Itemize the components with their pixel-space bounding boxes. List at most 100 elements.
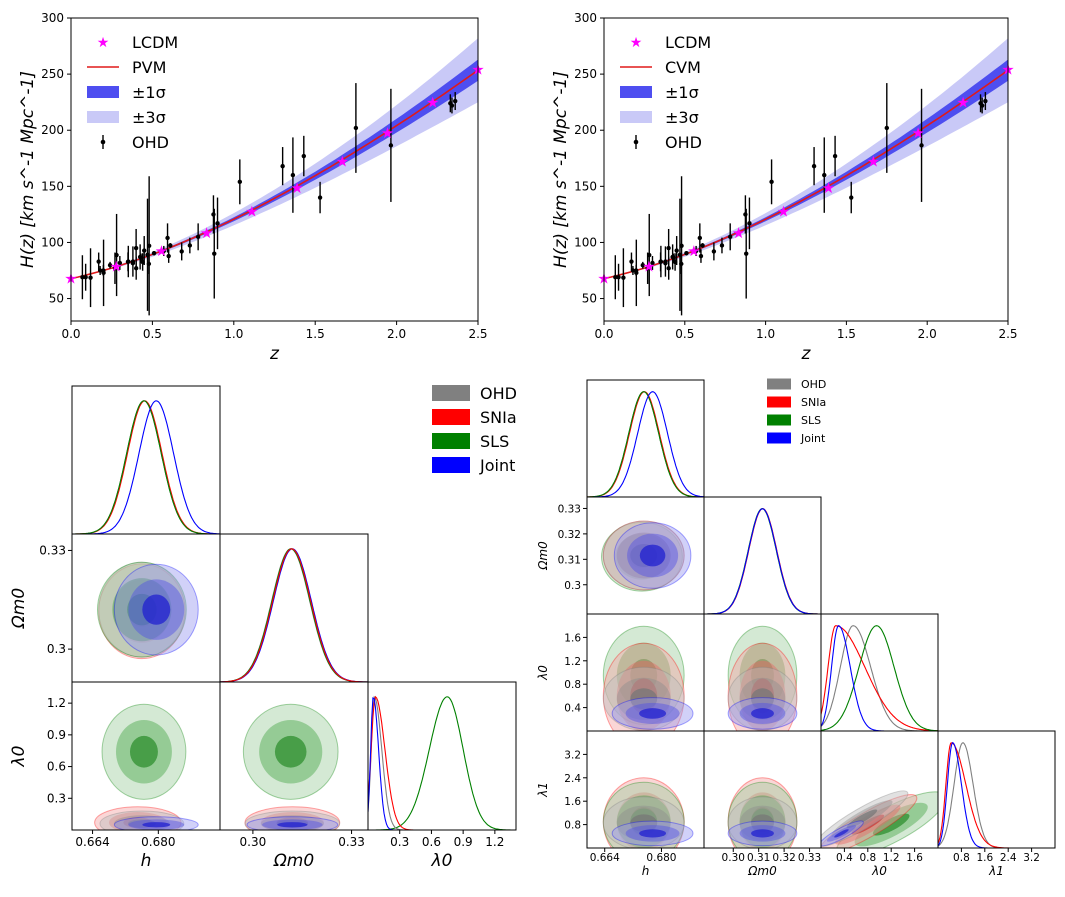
x-tick-label: 1.2: [883, 852, 900, 864]
ohd-point: [212, 251, 217, 256]
plot-area: [604, 38, 1008, 316]
x-axis-label: Ωm0: [747, 864, 777, 878]
ohd-point: [317, 195, 323, 200]
lcdm-star: ★: [110, 257, 123, 275]
legend: OHD SNIa SLS Joint: [432, 384, 517, 475]
ohd-point: [215, 221, 220, 226]
ohd-point: [142, 248, 147, 253]
marginal-curve-joint: [587, 391, 704, 497]
cell-content: [821, 790, 938, 848]
contour-1sigma-sls: [872, 813, 910, 836]
ohd-point: [822, 172, 827, 178]
y-tick-label: 0.32: [558, 529, 581, 541]
x-axis-label: z: [269, 344, 280, 364]
lcdm-star: ★: [426, 93, 439, 111]
x-tick-label: 0.33: [798, 852, 821, 864]
y-tick-label: 100: [574, 235, 597, 249]
y-tick-label: 1.6: [564, 632, 581, 644]
ohd-point: [165, 235, 170, 241]
x-tick-label: 0.33: [338, 835, 365, 849]
y-tick-label: 3.2: [564, 749, 581, 761]
lcdm-star: ★: [687, 242, 700, 260]
lcdm-star: ★: [956, 93, 969, 111]
ohd-point: [80, 275, 85, 280]
corner-cell: [586, 496, 705, 615]
cell-content: [938, 741, 1055, 848]
contour-1sigma-snia: [851, 814, 885, 835]
corner-cell: [820, 613, 939, 732]
ohd-point: [983, 98, 988, 104]
ohd-point: [698, 253, 704, 259]
y-axis-label: λ0: [9, 746, 29, 768]
cell-content: [727, 777, 798, 848]
ohd-point: [979, 103, 985, 108]
legend-1sigma-patch: [87, 86, 119, 98]
ohd-point: [179, 249, 184, 254]
legend-1sigma-patch: [620, 86, 652, 98]
legend-patch-sls: [432, 433, 470, 449]
lcdm-star: ★: [867, 153, 880, 171]
y-tick-label: 1.2: [564, 656, 581, 668]
cell-content: [821, 625, 938, 731]
ohd-point: [674, 248, 679, 253]
x-tick-label: 0.5: [143, 327, 162, 341]
y-axis-label: H(z) [km s^-1 Mpc^-1]: [18, 71, 38, 268]
lcdm-star: ★: [290, 179, 303, 197]
marginal-curve-sls: [72, 400, 220, 534]
ohd-point: [630, 268, 636, 273]
marginal-curve-sls: [821, 625, 938, 731]
x-axis-label: Ωm0: [273, 851, 314, 871]
ohd-point: [666, 266, 671, 271]
x-axis-label: λ0: [431, 851, 453, 871]
legend-patch-ohd: [432, 385, 470, 401]
x-tick-label: 2.5: [468, 327, 487, 341]
legend-entry: OHD: [480, 384, 517, 403]
ohd-point: [647, 252, 652, 258]
legend-ohd-dot: [100, 139, 106, 145]
ohd-point: [353, 125, 359, 131]
contour-1sigma-joint: [142, 822, 171, 828]
marginal-curve-joint: [704, 508, 821, 614]
cell-content: [704, 508, 821, 614]
y-tick-label: 0.33: [39, 543, 66, 557]
legend-entry: SNIa: [480, 408, 517, 427]
ohd-point: [658, 259, 664, 264]
legend-patch-snia: [767, 396, 791, 408]
ohd-point: [884, 125, 889, 131]
contour-1sigma-ohd: [846, 809, 878, 829]
cell-content: [94, 703, 199, 830]
contour-1sigma-joint: [277, 822, 308, 828]
ohd-point: [101, 270, 106, 276]
ohd-point: [613, 275, 618, 280]
legend-entry: ±3σ: [665, 108, 699, 127]
ohd-point: [290, 172, 296, 178]
x-axis-label: h: [141, 851, 152, 871]
corner-cell: [367, 681, 517, 831]
legend: OHD SNIa SLS Joint: [767, 378, 826, 445]
lcdm-star: ★: [642, 257, 655, 275]
lcdm-star: ★: [732, 224, 745, 242]
cell-frame: [367, 681, 517, 831]
x-tick-label: 1.0: [224, 327, 243, 341]
ohd-point: [744, 251, 749, 256]
legend-entry: ±1σ: [665, 83, 699, 102]
y-tick-label: 300: [574, 11, 597, 25]
x-tick-label: 0.8: [859, 852, 876, 864]
corner-cell: [71, 681, 221, 831]
ohd-point: [811, 163, 817, 169]
y-tick-label: 0.31: [558, 554, 581, 566]
ohd-point: [634, 270, 639, 276]
corner-cell: [703, 730, 822, 849]
cell-content: [368, 695, 516, 830]
marginal-curve-snia: [704, 508, 821, 614]
ohd-point: [719, 243, 725, 248]
y-tick-label: 0.3: [47, 791, 66, 805]
ohd-point: [388, 143, 394, 148]
model-line: [604, 69, 1008, 280]
x-axis-label: λ1: [988, 864, 1004, 878]
corner-cell: [703, 613, 822, 732]
ohd-point: [693, 248, 699, 254]
contour-1sigma-joint: [639, 544, 666, 567]
cell-frame: [937, 730, 1056, 849]
y-axis-label: Ωm0: [536, 541, 550, 571]
